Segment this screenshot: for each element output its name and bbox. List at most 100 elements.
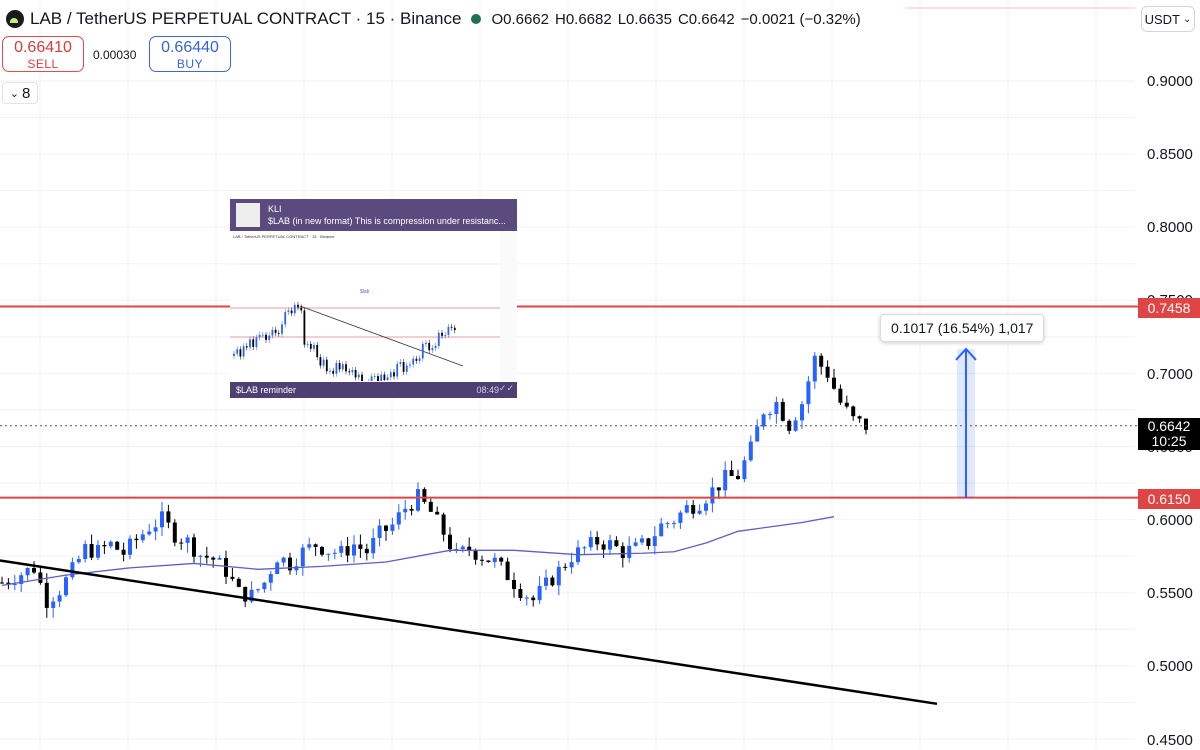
- axis-label: 0.8500: [1147, 146, 1193, 163]
- candle-body: [665, 523, 670, 525]
- candle-body: [460, 546, 465, 549]
- buy-price: 0.66440: [161, 39, 219, 56]
- measure-tool-label[interactable]: 0.1017 (16.54%) 1,017: [880, 314, 1045, 342]
- candle-body: [710, 487, 715, 504]
- current-price: 0.6642: [1147, 418, 1191, 434]
- candle-body: [448, 534, 452, 550]
- inset-candle-body: [274, 329, 277, 334]
- candle-body: [467, 546, 472, 551]
- candle-body: [780, 402, 785, 421]
- inset-chart-title: LAB / TetherUS PERPETUAL CONTRACT · 15 ·…: [233, 234, 335, 239]
- spread-value: 0.00030: [93, 48, 137, 62]
- candle-body: [633, 542, 638, 546]
- currency-select[interactable]: USDT ⌄: [1141, 6, 1195, 32]
- sell-button[interactable]: 0.66410 SELL: [2, 36, 84, 72]
- candle-body: [537, 585, 542, 601]
- chat-screenshot-inset[interactable]: KLI $LAB (in new format) This is compres…: [230, 199, 517, 398]
- buy-label: BUY: [176, 57, 204, 71]
- candle-body: [614, 540, 619, 547]
- inset-candle-body: [277, 333, 280, 334]
- candle-body: [32, 568, 36, 573]
- candle-body: [364, 548, 369, 554]
- candle-body: [563, 566, 568, 568]
- candle-body: [832, 377, 836, 389]
- candle-body: [844, 402, 849, 407]
- ohlc-open: O0.6662: [491, 10, 549, 28]
- resistance-price-tag[interactable]: 0.7458: [1138, 298, 1200, 318]
- candle-body: [864, 418, 868, 430]
- candle-body: [569, 562, 574, 568]
- candle-body: [486, 560, 491, 563]
- candle-body: [147, 531, 152, 535]
- candle-body: [825, 366, 830, 378]
- candle-body: [345, 546, 350, 556]
- candle-body: [25, 568, 30, 576]
- moving-average-line: [1, 516, 835, 587]
- candle-body: [416, 489, 420, 511]
- inset-candle-body: [335, 362, 338, 374]
- candle-body: [646, 538, 651, 547]
- candle-body: [179, 542, 184, 544]
- candle-body: [153, 527, 158, 532]
- inset-candle-body: [402, 362, 405, 372]
- inset-candle-body: [252, 339, 255, 348]
- inset-candle-body: [396, 363, 399, 377]
- candle-body: [435, 511, 440, 515]
- candle-body: [755, 426, 760, 442]
- candle-body: [211, 557, 216, 560]
- candle-body: [256, 589, 260, 591]
- symbol-title[interactable]: LAB / TetherUS PERPETUAL CONTRACT · 15 ·…: [30, 9, 462, 28]
- descending-trendline[interactable]: [0, 559, 938, 706]
- candle-body: [428, 501, 433, 512]
- candle-body: [620, 546, 625, 559]
- candle-body: [160, 511, 164, 528]
- ohlc-low: L0.6635: [617, 10, 672, 28]
- candle-body: [544, 577, 548, 586]
- indicators-count: 8: [21, 84, 31, 102]
- candle-body: [742, 460, 747, 480]
- inset-candle-body: [338, 362, 341, 370]
- candle-body: [185, 537, 190, 543]
- ohlc-high: H0.6682: [555, 10, 612, 28]
- candle-body: [12, 584, 17, 586]
- candle-body: [236, 578, 241, 587]
- symbol-logo-icon[interactable]: [6, 10, 24, 28]
- axis-label: 0.7000: [1147, 366, 1193, 383]
- candle-body: [70, 562, 75, 578]
- candle-body: [230, 576, 235, 579]
- inset-candle-body: [437, 332, 440, 346]
- candle-body: [76, 558, 81, 563]
- inset-candle-body: [306, 343, 309, 345]
- buy-button[interactable]: 0.66440 BUY: [149, 36, 231, 72]
- inset-candle-body: [351, 369, 354, 373]
- currency-label: USDT: [1144, 11, 1180, 27]
- candle-body: [396, 512, 401, 525]
- candle-body: [115, 541, 120, 550]
- candle-body: [601, 544, 606, 550]
- inset-candle-body: [428, 342, 431, 351]
- candle-body: [704, 503, 708, 511]
- candle-body: [358, 544, 363, 549]
- inset-candle-body: [287, 310, 290, 313]
- candle-body: [473, 550, 478, 560]
- inset-candle-body: [393, 372, 395, 377]
- inset-candle-body: [418, 358, 421, 361]
- inset-candle-body: [242, 346, 245, 357]
- candle-body: [249, 589, 254, 602]
- inset-candle-body: [383, 374, 386, 381]
- candle-body: [422, 489, 427, 502]
- candle-body: [83, 544, 88, 559]
- candle-body: [371, 537, 376, 554]
- candle-body: [800, 404, 804, 421]
- candle-body: [339, 546, 344, 553]
- candle-body: [505, 561, 510, 581]
- inset-candle-body: [399, 362, 402, 364]
- axis-label: 0.4500: [1147, 732, 1193, 749]
- inset-candle-body: [255, 337, 258, 348]
- support-price-tag[interactable]: 0.6150: [1138, 489, 1200, 509]
- inset-candle-body: [309, 343, 312, 349]
- candle-body: [678, 512, 683, 523]
- inset-candle-body: [447, 326, 450, 335]
- indicators-toggle-button[interactable]: ⌄ 8: [2, 82, 38, 104]
